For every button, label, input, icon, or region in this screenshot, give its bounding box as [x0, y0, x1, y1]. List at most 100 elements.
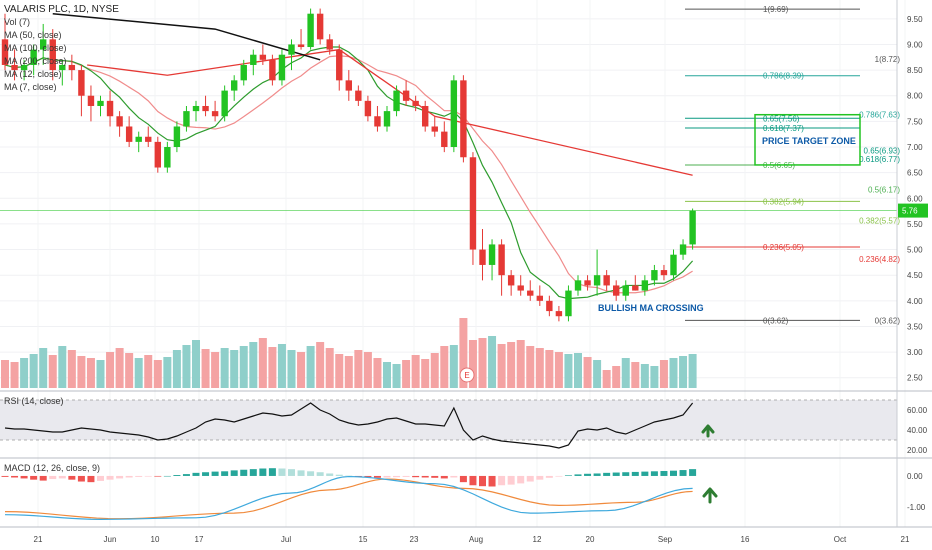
volume-bar: [535, 348, 544, 388]
macd-histogram-bar: [498, 475, 506, 486]
candle-body: [145, 136, 152, 142]
volume-bar: [516, 340, 525, 388]
candle-body: [517, 285, 524, 291]
candle-body: [555, 311, 563, 317]
candle-body: [135, 136, 142, 142]
volume-bar: [574, 353, 582, 388]
rsi-tick-label: 40.00: [907, 426, 928, 435]
macd-histogram-bar: [39, 475, 47, 481]
current-price-label: 5.76: [902, 207, 918, 216]
rsi-tick-label: 60.00: [907, 406, 928, 415]
volume-bar: [545, 350, 554, 388]
price-tick-label: 4.00: [907, 297, 923, 306]
macd-histogram-bar: [58, 475, 66, 479]
macd-histogram-bar: [603, 472, 611, 476]
macd-histogram-bar: [670, 470, 677, 476]
macd-histogram-bar: [135, 475, 143, 477]
candle-body: [269, 59, 276, 81]
macd-histogram-bar: [440, 475, 448, 479]
macd-histogram-bar: [182, 474, 190, 476]
macd-histogram-bar: [87, 475, 95, 483]
target-zone-label: PRICE TARGET ZONE: [762, 136, 856, 146]
candle-body: [622, 285, 629, 296]
volume-bar: [497, 344, 506, 388]
candle-body: [641, 280, 649, 291]
candle-body: [1, 39, 9, 65]
price-tick-label: 3.50: [907, 322, 923, 331]
macd-line: [4, 475, 693, 520]
macd-histogram-bar: [173, 475, 181, 476]
fib-label-right: 0.618(6.77): [859, 155, 900, 164]
target-zone: PRICE TARGET ZONE: [754, 113, 861, 166]
volume-bar: [297, 352, 306, 388]
indicator-ma100: MA (100, close): [4, 43, 67, 53]
indicator-ma50: MA (50, close): [4, 30, 62, 40]
volume-bar: [287, 350, 296, 388]
candle-body: [278, 54, 286, 81]
price-tick-label: 7.50: [907, 117, 923, 126]
volume-bar: [230, 350, 239, 388]
volume-bar: [58, 346, 67, 388]
macd-histogram-bar: [650, 471, 658, 476]
candle-body: [288, 44, 295, 55]
candle-body: [164, 147, 171, 168]
fib-label: 0.65(7.56): [763, 114, 800, 123]
macd-histogram-bar: [479, 475, 486, 487]
macd-histogram-bar: [393, 475, 401, 478]
candle-body: [68, 64, 76, 71]
candle-body: [670, 254, 677, 276]
volume-bar: [211, 352, 220, 388]
macd-histogram-bar: [564, 475, 572, 476]
volume-bar: [383, 362, 391, 388]
volume-bar: [650, 366, 659, 388]
fib-label-right: 0.786(7.63): [859, 111, 900, 120]
annotations: BULLISH MA CROSSING E: [459, 303, 704, 383]
macd-histogram-bar: [97, 475, 104, 481]
volume-bars: [0, 210, 897, 388]
macd-signal-line: [4, 478, 693, 520]
fib-label: 0.786(8.39): [763, 72, 804, 81]
macd-histogram-bar: [316, 472, 324, 476]
candle-body: [183, 111, 190, 127]
volume-bar: [316, 342, 325, 388]
candle-body: [240, 64, 247, 81]
time-tick-label: 17: [195, 535, 204, 544]
volume-bar: [554, 352, 563, 388]
up-arrow-icon: [701, 424, 715, 438]
macd-histogram-bar: [125, 475, 133, 478]
volume-bar: [421, 359, 430, 388]
macd-histogram-bar: [307, 471, 315, 476]
macd-histogram-bar: [488, 475, 496, 487]
volume-bar: [86, 358, 95, 388]
candle-body: [316, 13, 324, 40]
macd-histogram-bar: [412, 475, 420, 478]
candle-body: [106, 100, 114, 117]
candle-body: [632, 285, 639, 291]
fib-label-right: 1(8.72): [875, 55, 901, 64]
time-tick-label: 20: [586, 535, 595, 544]
target-zone-box: [754, 113, 861, 166]
macd-histogram-bar: [202, 472, 210, 476]
candle-body: [307, 13, 314, 48]
macd-tick-label: 0.00: [907, 472, 923, 481]
macd-histogram-bar: [660, 470, 668, 476]
candle-body: [326, 39, 333, 50]
fib-label-right: 0.236(4.82): [859, 255, 900, 264]
candle-body: [584, 280, 591, 286]
volume-bar: [115, 348, 124, 388]
candle-body: [536, 295, 543, 301]
candle-body: [574, 280, 582, 291]
crossing-label: BULLISH MA CROSSING: [598, 303, 704, 313]
macd-header: MACD (12, 26, close, 9): [4, 463, 101, 473]
macd-histogram-bar: [373, 475, 381, 478]
macd-histogram-bar: [622, 472, 630, 476]
chart-title: VALARIS PLC, 1D, NYSE: [4, 4, 119, 15]
macd-pane: [1, 468, 718, 520]
macd-histogram-bar: [526, 475, 534, 482]
candle-body: [97, 100, 104, 106]
volume-bar: [402, 360, 411, 388]
macd-histogram-bar: [106, 475, 114, 480]
volume-bar: [640, 364, 649, 388]
